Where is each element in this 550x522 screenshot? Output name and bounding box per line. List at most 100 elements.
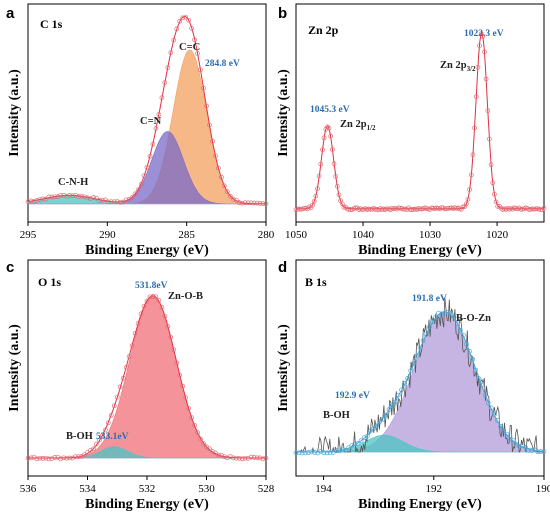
data-point-c [230,455,236,461]
data-point-a [168,50,174,55]
data-point-a [97,197,102,203]
data-point-c [168,335,174,340]
data-point-c [129,343,135,349]
peak-center-zn2p12: 1045.3 eV [310,105,350,115]
data-point-d [420,338,426,344]
data-point-a [159,95,165,101]
data-point-b [477,43,482,49]
data-point-b [295,206,301,212]
data-point-a [180,15,186,21]
peak-label-cnh: C-N-H [58,177,88,188]
data-point-b [296,206,302,212]
data-point-c [245,455,251,461]
panel-letter-d: d [278,259,287,276]
data-point-d [510,437,516,443]
data-point-d [504,431,510,437]
x-axis-label-b: Binding Energy (eV) [358,243,482,258]
data-point-a [210,138,215,144]
data-point-a [186,17,192,23]
data-point-a [216,165,221,171]
data-point-b [424,206,429,212]
data-point-a [224,189,230,194]
data-point-d [299,450,305,456]
data-point-c [177,372,183,378]
data-point-a [233,197,239,203]
data-point-a [31,198,37,204]
data-point-c [61,455,67,461]
data-point-d [324,450,330,456]
data-point-a [144,164,150,170]
x-tick-label-d-0: 194 [315,483,332,495]
data-point-d [535,449,541,455]
data-point-a [177,19,183,24]
x-tick-label-a-1: 290 [99,229,116,241]
data-point-b [301,205,307,211]
data-point-a [207,122,212,128]
data-point-c [76,454,81,460]
peak-center-cc: 284.8 eV [205,59,240,69]
data-point-a [162,80,168,85]
data-point-d [439,311,445,317]
peak-label-cn: C=N [140,116,162,127]
data-point-d [318,449,324,454]
peak-label-zn2p32: Zn 2p3/2 [440,60,476,73]
data-point-b [366,206,372,212]
data-point-a [141,173,147,179]
data-point-c [251,455,257,460]
data-point-b [533,206,539,212]
data-point-a [108,199,114,205]
data-point-b [445,205,451,211]
data-point-c [67,455,72,461]
data-point-b [407,207,413,212]
data-point-a [70,193,75,199]
x-tick-label-c-1: 534 [79,483,96,495]
zn2p12-sub: 1/2 [367,124,376,132]
peak-label-zn2p12: Zn 2p1/2 [340,119,376,132]
data-point-c [186,405,191,411]
data-point-c [144,298,150,304]
data-point-c [97,437,102,443]
data-point-a [114,199,120,204]
data-point-b [526,207,532,212]
data-point-c [120,375,126,381]
data-point-c [85,450,90,456]
data-point-d [383,412,389,418]
data-point-d [368,428,373,434]
x-tick-label-b-1: 1040 [352,229,375,241]
data-point-d [405,376,410,381]
data-point-a [85,195,90,201]
peak-center-znob: 531.8eV [135,281,168,291]
x-axis-label-c: Binding Energy (eV) [85,497,209,512]
data-point-a [73,192,78,198]
data-point-a [28,198,34,204]
data-point-b [316,173,322,179]
data-point-a [263,201,269,207]
data-point-a [174,26,180,32]
data-point-b [485,108,491,113]
data-point-b [336,192,342,198]
data-point-d [371,426,376,432]
data-point-d [355,440,361,446]
data-point-d [296,450,302,456]
peak-fill-c-0 [28,295,266,459]
data-point-d [461,332,466,338]
data-point-b [346,207,352,212]
data-point-c [254,455,260,461]
data-point-c [103,427,108,433]
data-point-a [189,26,194,31]
data-point-a [58,192,64,198]
data-point-c [114,394,120,400]
data-point-c [94,441,99,447]
data-point-b [470,152,476,158]
peak-center-zn2p32: 1022.3 eV [464,29,504,39]
y-axis-label-a: Intensity (a.u.) [7,69,22,157]
x-tick-label-a-0: 295 [20,229,37,241]
y-axis-label-d: Intensity (a.u.) [276,324,291,412]
x-axis-label-d: Binding Energy (eV) [358,497,482,512]
data-point-d [488,405,494,411]
data-point-d [457,328,463,333]
data-point-a [52,194,58,200]
data-point-b [430,206,436,211]
data-point-c [236,455,242,461]
